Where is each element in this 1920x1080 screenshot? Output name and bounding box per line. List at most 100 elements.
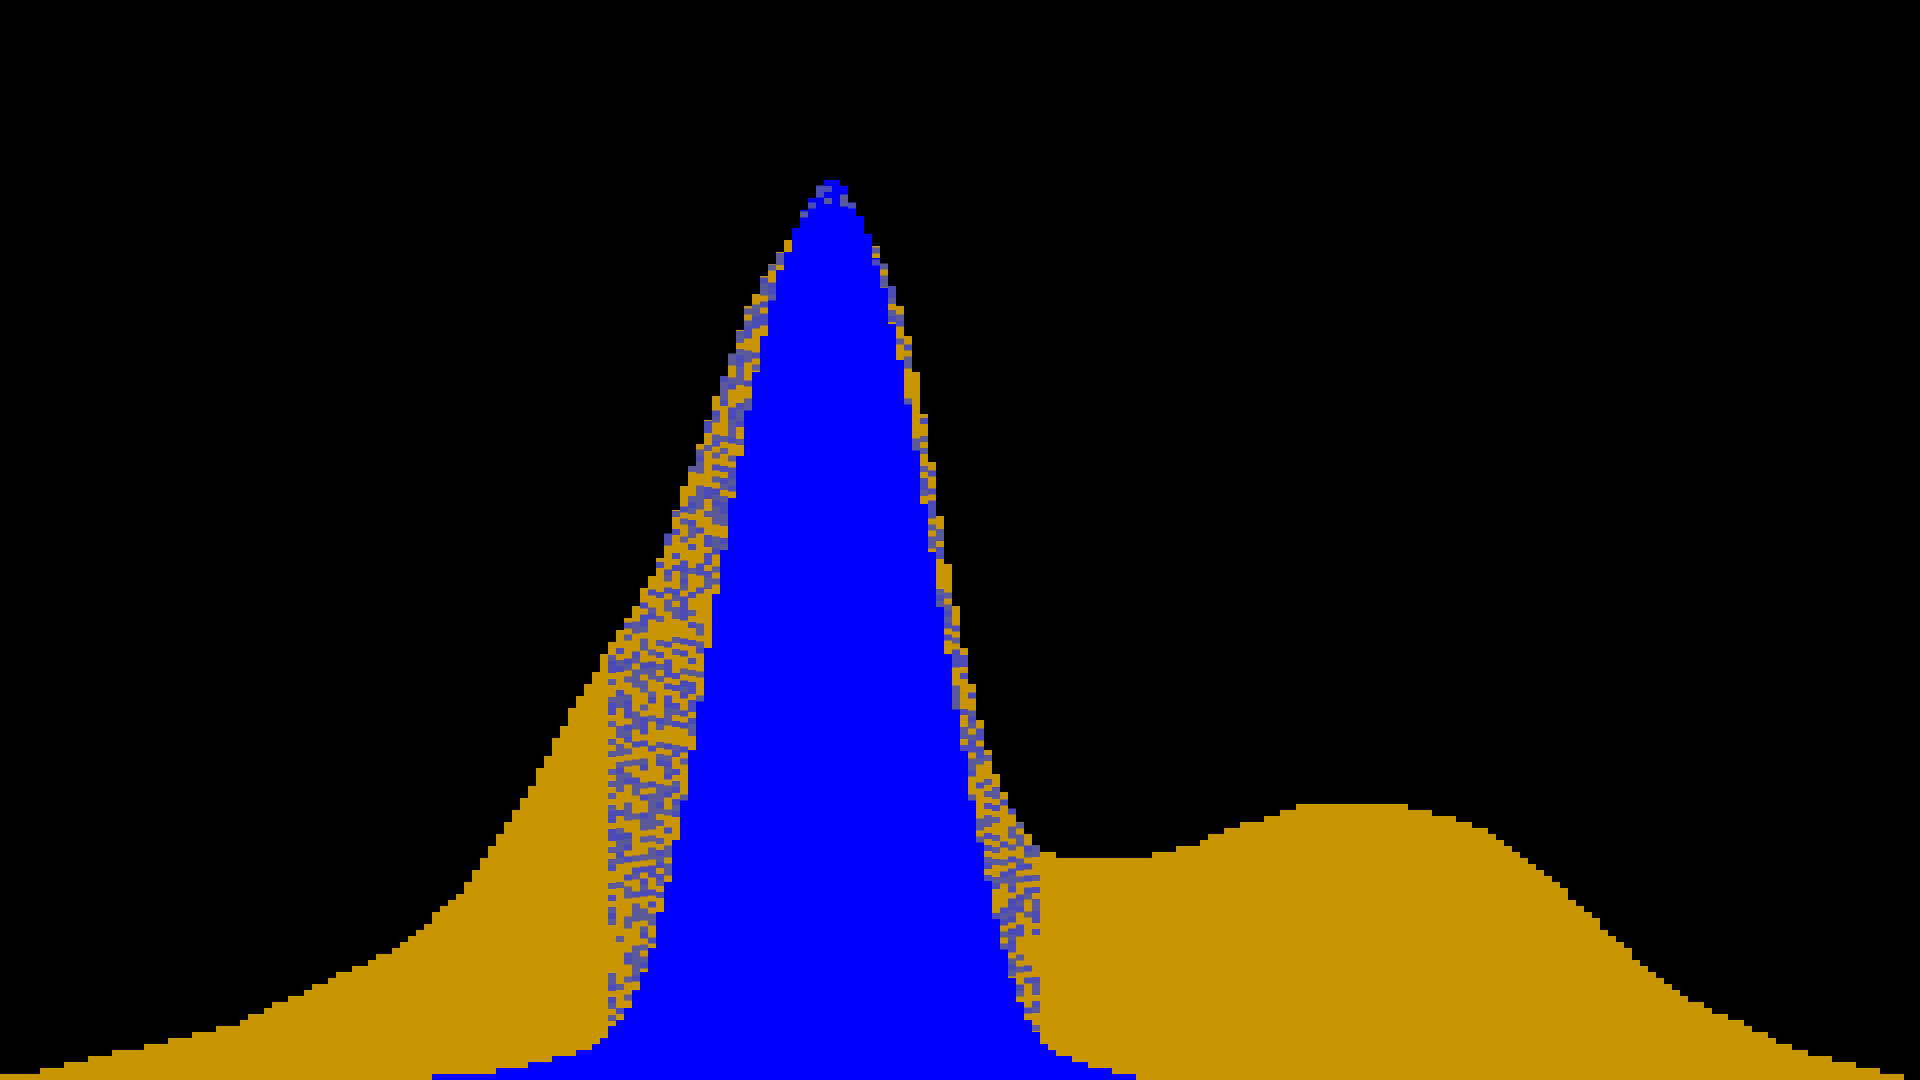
- overlap-cell: [672, 768, 680, 775]
- overlap-cell: [752, 322, 760, 329]
- series-1-bin: [744, 408, 752, 1080]
- overlap-cell: [1000, 907, 1008, 914]
- series-0-bin: [176, 1038, 184, 1080]
- overlap-cell: [640, 854, 648, 861]
- overlap-cell: [664, 539, 672, 546]
- overlap-cell: [744, 308, 752, 315]
- series-0-bin: [1848, 1062, 1856, 1080]
- overlap-cell: [992, 877, 1000, 884]
- series-0-bin: [576, 696, 584, 1080]
- series-1-bin: [976, 840, 984, 1080]
- overlap-cell: [648, 889, 656, 896]
- overlap-cell: [648, 817, 656, 824]
- overlap-cell: [928, 488, 936, 495]
- overlap-cell: [640, 908, 648, 915]
- overlap-cell: [632, 651, 640, 658]
- series-0-bin: [56, 1068, 64, 1080]
- series-0-bin: [1872, 1068, 1880, 1080]
- overlap-cell: [648, 811, 656, 818]
- overlap-cell: [672, 804, 680, 811]
- overlap-cell: [632, 975, 640, 982]
- series-1-bin: [760, 336, 768, 1080]
- overlap-cell: [632, 909, 640, 916]
- series-0-bin: [1752, 1032, 1760, 1080]
- overlap-cell: [632, 873, 640, 880]
- overlap-cell: [648, 919, 656, 926]
- overlap-cell: [640, 962, 648, 969]
- series-0-bin: [424, 924, 432, 1080]
- overlap-cell: [664, 587, 672, 594]
- overlap-cell: [720, 381, 728, 388]
- series-0-bin: [1592, 918, 1600, 1080]
- series-0-bin: [1800, 1050, 1808, 1080]
- overlap-cell: [608, 792, 616, 799]
- overlap-cell: [640, 644, 648, 651]
- overlap-cell: [728, 485, 736, 492]
- series-0-bin: [216, 1026, 224, 1080]
- overlap-cell: [768, 294, 776, 301]
- series-1-bin: [816, 186, 824, 1080]
- overlap-cell: [648, 805, 656, 812]
- overlap-cell: [896, 314, 904, 321]
- overlap-cell: [608, 972, 616, 979]
- overlap-cell: [960, 708, 968, 715]
- series-1-bin: [1128, 1074, 1136, 1080]
- series-0-bin: [1720, 1014, 1728, 1080]
- series-0-bin: [1176, 846, 1184, 1080]
- series-0-bin: [1064, 858, 1072, 1080]
- overlap-cell: [1032, 1000, 1040, 1007]
- overlap-cell: [672, 708, 680, 715]
- overlap-cell: [656, 855, 664, 862]
- series-0-bin: [48, 1068, 56, 1080]
- overlap-cell: [648, 667, 656, 674]
- series-1-bin: [680, 798, 688, 1080]
- series-1-bin: [480, 1074, 488, 1080]
- overlap-cell: [656, 819, 664, 826]
- overlap-cell: [704, 486, 712, 493]
- overlap-cell: [688, 639, 696, 646]
- overlap-cell: [696, 569, 704, 576]
- series-0-bin: [280, 1002, 288, 1080]
- overlap-cell: [1016, 990, 1024, 997]
- series-0-bin: [600, 654, 608, 1080]
- overlap-cell: [696, 629, 704, 636]
- series-1-bin: [640, 972, 648, 1080]
- overlap-cell: [672, 750, 680, 757]
- overlap-cell: [632, 681, 640, 688]
- series-1-bin: [592, 1044, 600, 1080]
- series-1-bin: [840, 186, 848, 1080]
- overlap-cell: [736, 420, 744, 427]
- series-0-bin: [1136, 858, 1144, 1080]
- series-1-bin: [1120, 1074, 1128, 1080]
- series-1-bin: [968, 798, 976, 1080]
- overlap-cell: [1016, 966, 1024, 973]
- overlap-cell: [1000, 859, 1008, 866]
- series-1-bin: [664, 882, 672, 1080]
- overlap-cell: [728, 377, 736, 384]
- overlap-cell: [632, 783, 640, 790]
- overlap-cell: [728, 419, 736, 426]
- series-0-bin: [1088, 858, 1096, 1080]
- overlap-cell: [984, 790, 992, 797]
- series-0-bin: [1576, 906, 1584, 1080]
- overlap-cell: [616, 857, 624, 864]
- overlap-cell: [648, 673, 656, 680]
- series-0-bin: [1368, 804, 1376, 1080]
- overlap-cell: [656, 639, 664, 646]
- overlap-cell: [664, 707, 672, 714]
- series-1-bin: [1096, 1068, 1104, 1080]
- overlap-cell: [632, 915, 640, 922]
- overlap-cell: [1024, 1007, 1032, 1014]
- overlap-cell: [760, 289, 768, 296]
- series-0-bin: [1472, 828, 1480, 1080]
- overlap-cell: [624, 772, 632, 779]
- overlap-cell: [952, 661, 960, 668]
- series-0-bin: [552, 738, 560, 1080]
- series-0-bin: [328, 978, 336, 1080]
- overlap-cell: [672, 786, 680, 793]
- overlap-cell: [984, 820, 992, 827]
- overlap-cell: [608, 1002, 616, 1009]
- series-0-bin: [1072, 858, 1080, 1080]
- overlap-cell: [976, 728, 984, 735]
- overlap-cell: [664, 719, 672, 726]
